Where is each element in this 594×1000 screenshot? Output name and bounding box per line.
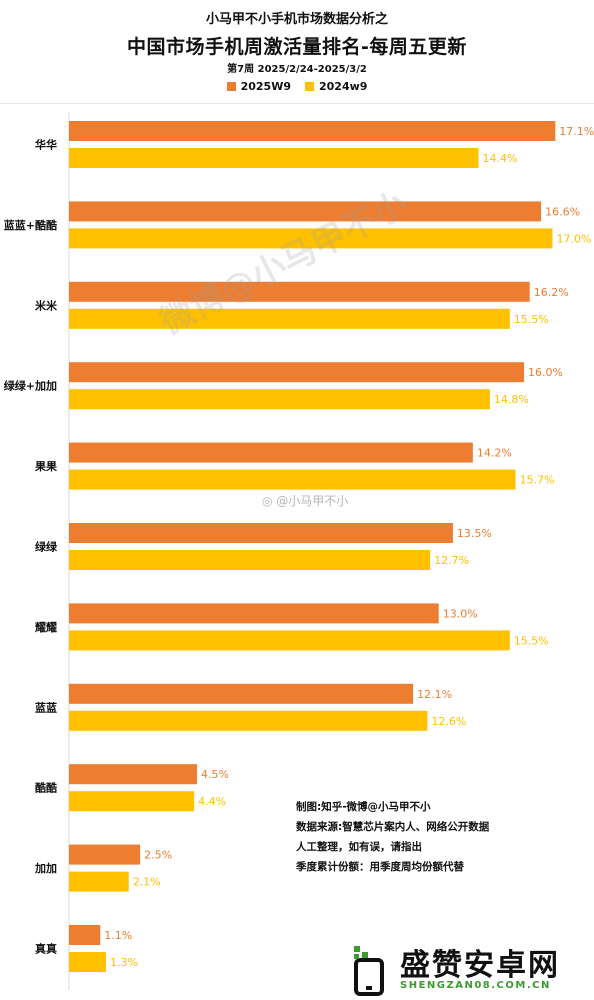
weibo-icon: ◎ bbox=[262, 494, 277, 508]
data-label: 12.7% bbox=[434, 554, 469, 567]
data-label: 13.5% bbox=[457, 527, 492, 540]
bar-2025 bbox=[69, 683, 414, 704]
bar-2025 bbox=[69, 442, 473, 463]
data-label: 16.6% bbox=[545, 205, 580, 218]
notes-box: 制图:知乎-微博@小马甲不小 数据来源:智慧芯片案内人、网络公开数据 人工整理，… bbox=[296, 797, 536, 877]
category-label: 绿绿+加加 bbox=[4, 379, 57, 393]
data-label: 13.0% bbox=[443, 607, 478, 620]
data-label: 4.5% bbox=[201, 768, 229, 781]
site-logo: 盛赞安卓网 SHENGZAN08.COM.CN bbox=[348, 940, 594, 1000]
category-label: 米米 bbox=[34, 298, 58, 312]
data-label: 4.4% bbox=[198, 795, 226, 808]
data-label: 17.1% bbox=[559, 125, 594, 138]
phone-logo-icon bbox=[354, 946, 384, 996]
data-label: 1.1% bbox=[104, 929, 132, 942]
data-label: 14.2% bbox=[477, 447, 512, 460]
note-quarter: 季度累计份额：用季度周均份额代替 bbox=[296, 861, 464, 873]
bar-2024 bbox=[69, 389, 490, 410]
category-label: 蓝蓝+酷酷 bbox=[4, 218, 57, 232]
bar-2025 bbox=[69, 121, 556, 141]
legend-item-2025: 2025W9 bbox=[226, 80, 291, 93]
bar-2024 bbox=[69, 148, 479, 168]
weibo-watermark-text: @小马甲不小 bbox=[276, 494, 349, 508]
bar-2025 bbox=[69, 603, 439, 624]
weibo-watermark: ◎ @小马甲不小 bbox=[262, 492, 348, 509]
category-label: 酷酷 bbox=[35, 781, 57, 795]
category-label: 绿绿 bbox=[35, 540, 58, 554]
bar-2024 bbox=[69, 308, 510, 329]
category-label: 耀耀 bbox=[35, 620, 57, 634]
data-label: 15.7% bbox=[519, 474, 554, 487]
chart-legend: 2025W9 2024w9 bbox=[0, 80, 594, 93]
legend-label-2024: 2024w9 bbox=[318, 80, 368, 93]
legend-swatch-2024 bbox=[304, 82, 314, 91]
legend-item-2024: 2024w9 bbox=[304, 80, 368, 93]
bar-2024 bbox=[69, 952, 106, 972]
data-label: 12.1% bbox=[417, 688, 452, 701]
bar-2024 bbox=[69, 871, 129, 892]
data-label: 16.2% bbox=[534, 286, 569, 299]
bar-2025 bbox=[69, 925, 101, 945]
legend-swatch-2025 bbox=[226, 82, 236, 91]
data-label: 2.1% bbox=[133, 876, 161, 889]
category-label: 华华 bbox=[35, 138, 57, 152]
data-label: 16.0% bbox=[528, 366, 563, 379]
data-label: 15.5% bbox=[514, 313, 549, 326]
logo-name: 盛赞安卓网 bbox=[400, 948, 560, 983]
chart-subtitle: 第7周 2025/2/24-2025/3/2 bbox=[227, 64, 367, 75]
chart-supertitle: 小马甲不小手机市场数据分析之 bbox=[205, 12, 388, 27]
category-label: 真真 bbox=[35, 942, 57, 956]
data-label: 17.0% bbox=[556, 232, 591, 245]
data-label: 14.4% bbox=[483, 152, 518, 165]
data-label: 1.3% bbox=[110, 956, 138, 969]
note-credit: 制图:知乎-微博@小马甲不小 bbox=[296, 801, 431, 813]
note-source: 数据来源:智慧芯片案内人、网络公开数据 bbox=[296, 821, 490, 833]
data-label: 2.5% bbox=[144, 849, 172, 862]
bar-2025 bbox=[69, 844, 141, 865]
bar-2024 bbox=[69, 630, 510, 651]
bar-2025 bbox=[69, 523, 453, 543]
data-label: 14.8% bbox=[494, 393, 529, 406]
legend-divider bbox=[0, 103, 594, 104]
bar-2024 bbox=[69, 550, 431, 570]
bar-2024 bbox=[69, 710, 428, 731]
note-manual: 人工整理，如有误，请指出 bbox=[296, 841, 422, 853]
bar-2025 bbox=[69, 201, 542, 222]
data-label: 15.5% bbox=[514, 634, 549, 647]
bar-2025 bbox=[69, 764, 197, 785]
logo-url: SHENGZAN08.COM.CN bbox=[400, 980, 551, 991]
bar-2024 bbox=[69, 228, 553, 249]
bar-2025 bbox=[69, 362, 525, 383]
category-label: 蓝蓝 bbox=[35, 700, 57, 714]
legend-label-2025: 2025W9 bbox=[240, 80, 291, 93]
category-label: 果果 bbox=[34, 460, 57, 473]
bar-2024 bbox=[69, 791, 195, 812]
chart-title: 中国市场手机周激活量排名-每周五更新 bbox=[127, 36, 467, 58]
category-label: 加加 bbox=[34, 861, 57, 875]
bar-2024 bbox=[69, 469, 516, 490]
bar-2025 bbox=[69, 281, 530, 302]
data-label: 12.6% bbox=[431, 715, 466, 728]
